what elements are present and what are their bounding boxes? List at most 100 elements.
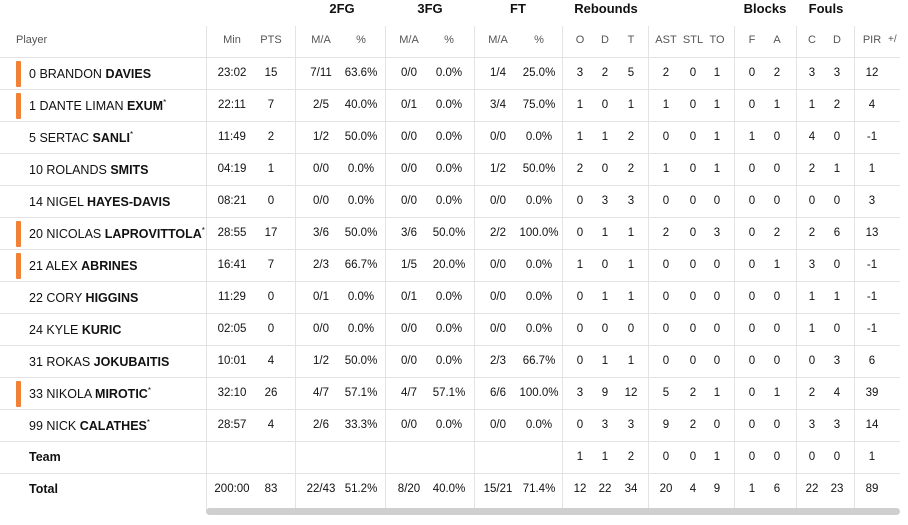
stat-2fg-pct: 0.0% [347,291,375,303]
player-name[interactable]: 14 NIGEL HAYES-DAVIS [29,194,170,209]
player-first-name: BRANDON [39,67,102,82]
header-blk-f[interactable]: F [748,34,756,46]
player-name[interactable]: 5 SERTAC SANLI* [29,130,133,145]
player-row[interactable]: 24 KYLE KURIC 02:05 0 0/0 0.0% 0/0 0.0% 0/0 0.0%… [0,313,900,346]
player-row[interactable]: 22 CORY HIGGINS 11:29 0 0/1 0.0% 0/1 0.0% 0/0 0.… [0,281,900,314]
stat-blk-a: 0 [773,291,781,303]
player-row[interactable]: 10 ROLANDS SMITS 04:19 1 0/0 0.0% 0/0 0.0% 1/2 5… [0,153,900,186]
player-first-name: CORY [46,291,83,306]
player-number: 31 [29,355,43,370]
stat-to: 1 [713,99,721,111]
player-row[interactable]: 14 NIGEL HAYES-DAVIS 08:21 0 0/0 0.0% 0/0 0.0%… [0,185,900,218]
header-to[interactable]: TO [709,34,725,46]
player-name[interactable]: 10 ROLANDS SMITS [29,162,149,177]
player-name[interactable]: 20 NICOLAS LAPROVITTOLA* [29,226,205,241]
stat-ast: 0 [662,291,670,303]
header-foul-c[interactable]: C [808,34,816,46]
starter-indicator [16,93,21,119]
player-number: 24 [29,323,43,338]
player-row[interactable]: 33 NIKOLA MIROTIC* 32:10 26 4/7 57.1% 4/7 57.1… [0,377,900,410]
stat-to: 1 [713,131,721,143]
stat-reb-o: 2 [576,163,584,175]
player-first-name: NICK [46,419,77,434]
stat-ast: 0 [662,131,670,143]
header-player[interactable]: Player [16,34,48,46]
group-rebounds: Rebounds [574,1,638,16]
group-3fg: 3FG [417,1,443,16]
header-ft-pct[interactable]: % [534,34,544,46]
stat-ast: 1 [662,163,670,175]
player-name[interactable]: 22 CORY HIGGINS [29,290,138,305]
header-reb-d[interactable]: D [601,34,609,46]
header-3fg-pct[interactable]: % [444,34,454,46]
player-row[interactable]: 20 NICOLAS LAPROVITTOLA* 28:55 17 3/6 50.0% 3… [0,217,900,250]
stat-reb-d: 3 [601,419,609,431]
stat-foul-d: 4 [833,387,841,399]
stat-reb-t: 34 [624,483,638,495]
stat-ast: 0 [662,323,670,335]
player-row[interactable]: 0 BRANDON DAVIES 23:02 15 7/11 63.6% 0/0 0.0% 1… [0,57,900,90]
stat-2fg-pct: 0.0% [347,163,375,175]
column-divider [734,26,735,512]
stat-min: 22:11 [218,99,246,111]
stat-to: 1 [713,451,721,463]
header-ft-ma[interactable]: M/A [488,34,508,46]
column-divider [295,26,296,512]
stat-blk-a: 0 [773,195,781,207]
stat-reb-o: 1 [576,259,584,271]
stat-blk-a: 0 [773,451,781,463]
stat-3fg-ma: 0/0 [401,163,417,175]
header-reb-o[interactable]: O [575,34,585,46]
player-name[interactable]: 0 BRANDON DAVIES [29,66,151,81]
stat-foul-c: 2 [808,227,816,239]
stat-2fg-pct: 50.0% [344,131,378,143]
header-2fg-pct[interactable]: % [356,34,366,46]
player-number: 0 [29,67,36,82]
player-name[interactable]: 99 NICK CALATHES* [29,418,150,433]
column-divider [796,26,797,512]
player-name[interactable]: 31 ROKAS JOKUBAITIS [29,354,169,369]
header-plus-minus[interactable]: +/ [888,34,897,45]
player-row[interactable]: 21 ALEX ABRINES 16:41 7 2/3 66.7% 1/5 20.0% 0/0… [0,249,900,282]
header-ast[interactable]: AST [655,34,677,46]
header-pts[interactable]: PTS [260,34,282,46]
header-pir[interactable]: PIR [862,34,882,46]
player-name[interactable]: 33 NIKOLA MIROTIC* [29,386,151,401]
stat-reb-d: 2 [601,67,609,79]
player-star-marker: * [146,418,151,427]
player-row[interactable]: 1 DANTE LIMAN EXUM* 22:11 7 2/5 40.0% 0/1 0.0%… [0,89,900,122]
stat-3fg-pct: 0.0% [435,131,463,143]
stat-foul-d: 0 [833,451,841,463]
stat-pir: 89 [865,483,879,495]
player-name[interactable]: 24 KYLE KURIC [29,322,121,337]
horizontal-scrollbar[interactable] [206,508,900,515]
stat-reb-d: 0 [601,99,609,111]
stat-reb-o: 1 [576,131,584,143]
stat-to: 1 [713,67,721,79]
stat-foul-d: 0 [833,323,841,335]
stat-blk-a: 0 [773,355,781,367]
starter-indicator [16,381,21,407]
header-stl[interactable]: STL [682,34,704,46]
header-2fg-ma[interactable]: M/A [311,34,331,46]
stat-2fg-ma: 0/0 [313,195,329,207]
stat-ft-pct: 0.0% [525,195,553,207]
player-name[interactable]: 1 DANTE LIMAN EXUM* [29,98,166,113]
total-row: Total 200:00 83 22/43 51.2% 8/20 40.0% 15/21 71.… [0,473,900,506]
player-name[interactable]: 21 ALEX ABRINES [29,258,137,273]
player-row[interactable]: 5 SERTAC SANLI* 11:49 2 1/2 50.0% 0/0 0.0% 0/0 0… [0,121,900,154]
stat-reb-o: 12 [573,483,587,495]
player-first-name: KYLE [46,323,79,338]
player-row[interactable]: 99 NICK CALATHES* 28:57 4 2/6 33.3% 0/0 0.0% 0/… [0,409,900,442]
player-first-name: NIKOLA [46,387,92,402]
stat-to: 3 [713,227,721,239]
stat-stl: 4 [689,483,697,495]
header-foul-d[interactable]: D [833,34,841,46]
header-reb-t[interactable]: T [627,34,635,46]
stat-ft-pct: 0.0% [525,291,553,303]
header-min[interactable]: Min [223,34,241,46]
header-3fg-ma[interactable]: M/A [399,34,419,46]
stat-stl: 2 [689,387,697,399]
header-blk-a[interactable]: A [773,34,781,46]
player-row[interactable]: 31 ROKAS JOKUBAITIS 10:01 4 1/2 50.0% 0/0 0.0%… [0,345,900,378]
